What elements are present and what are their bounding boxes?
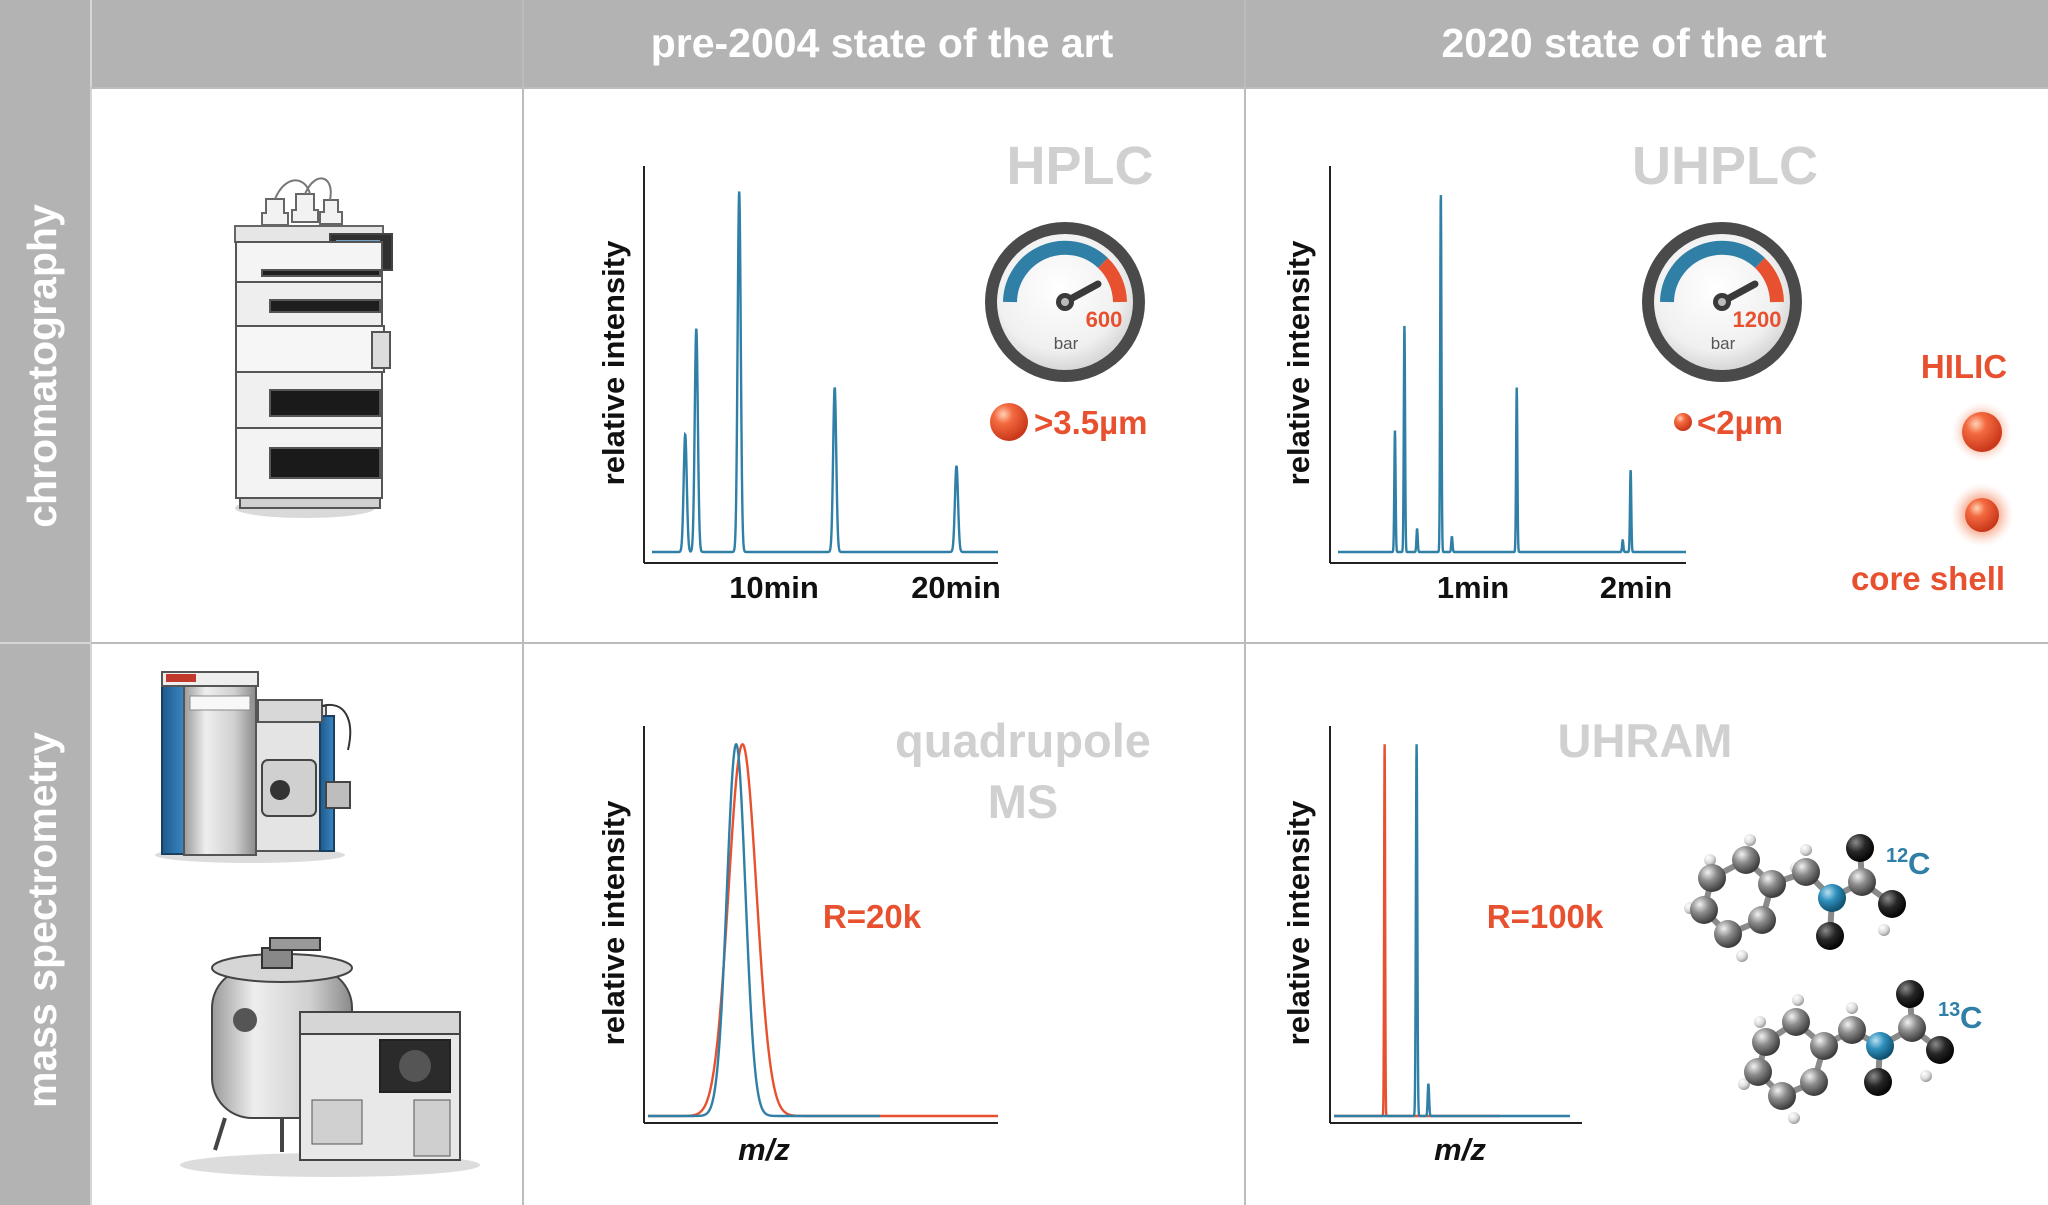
hplc-gauge-unit: bar: [1054, 334, 1079, 353]
hplc-chromatogram-trace: [652, 191, 998, 554]
quad-y-axis-label: relative intensity: [596, 800, 631, 1045]
uhplc-particle-icon: [1674, 413, 1692, 431]
uhplc-tick-1min: 1min: [1437, 570, 1509, 605]
uhplc-particle-size: <2µm: [1697, 404, 1783, 441]
hplc-title: HPLC: [1007, 136, 1154, 196]
hilic-label: HILIC: [1921, 348, 2007, 385]
panel-quadrupole: quadrupole MS relative intensity R=20k m…: [596, 714, 1151, 1167]
quad-x-axis-label: m/z: [738, 1132, 790, 1167]
uhplc-gauge-unit: bar: [1711, 334, 1736, 353]
panel-uhram: UHRAM relative intensity R=100k m/z: [1281, 714, 1982, 1167]
hplc-tick-20min: 20min: [911, 570, 1001, 605]
header-bar: [0, 0, 2048, 88]
row-header-bar: [0, 0, 91, 1205]
uhram-title: UHRAM: [1558, 714, 1733, 767]
hplc-gauge-value: 600: [1086, 307, 1123, 332]
quad-resolution: R=20k: [823, 898, 922, 935]
core-shell-label: core shell: [1851, 560, 2005, 597]
hplc-particle-icon: [990, 403, 1028, 441]
quad-axes: [643, 726, 998, 1124]
column-header-2020: 2020 state of the art: [1441, 20, 1826, 66]
orbitrap-instrument-illustration: [155, 671, 352, 863]
uhplc-tick-2min: 2min: [1600, 570, 1672, 605]
uhram-resolution: R=100k: [1487, 898, 1604, 935]
quad-title-line1: quadrupole: [895, 714, 1151, 767]
uhplc-title: UHPLC: [1632, 136, 1818, 196]
uhram-y-axis-label: relative intensity: [1281, 800, 1316, 1045]
uhplc-axes: [1329, 166, 1686, 564]
molecule-12c-illustration: [1684, 834, 1906, 962]
uhplc-chromatogram-trace: [1338, 195, 1686, 554]
hplc-instrument-illustration: [234, 177, 393, 518]
uhram-peak-blue: [1334, 744, 1570, 1118]
hplc-particle-size: >3.5µm: [1034, 404, 1148, 441]
isotope-12c-element: C: [1908, 846, 1930, 881]
hplc-pressure-gauge: [985, 222, 1145, 382]
uhplc-y-axis-label: relative intensity: [1281, 240, 1316, 485]
isotope-13c-mass: 13: [1938, 999, 1960, 1021]
panel-uhplc: UHPLC relative intensity 1min 2min 1200 …: [1281, 136, 2014, 605]
fticr-instrument-illustration: [180, 937, 480, 1177]
hplc-axes: [643, 166, 998, 564]
isotope-12c-mass: 12: [1886, 845, 1908, 867]
quad-peak-blue: [648, 743, 880, 1118]
molecule-13c-illustration: [1738, 980, 1954, 1124]
hilic-particle-icon: [1952, 402, 2012, 462]
core-shell-particle-icon: [1950, 483, 2014, 547]
uhram-x-axis-label: m/z: [1434, 1132, 1486, 1167]
uhplc-gauge-value: 1200: [1733, 307, 1782, 332]
panel-hplc: HPLC relative intensity 10min 20min 600 …: [596, 136, 1154, 605]
row-header-chromatography: chromatography: [19, 204, 65, 528]
uhram-axes: [1329, 726, 1582, 1124]
quad-title-line2: MS: [988, 775, 1059, 828]
row-header-mass-spectrometry: mass spectrometry: [19, 732, 65, 1108]
isotope-13c-element: C: [1960, 1000, 1982, 1035]
hplc-tick-10min: 10min: [729, 570, 819, 605]
column-header-pre2004: pre-2004 state of the art: [651, 20, 1114, 66]
uhplc-pressure-gauge: [1642, 222, 1802, 382]
hplc-y-axis-label: relative intensity: [596, 240, 631, 485]
